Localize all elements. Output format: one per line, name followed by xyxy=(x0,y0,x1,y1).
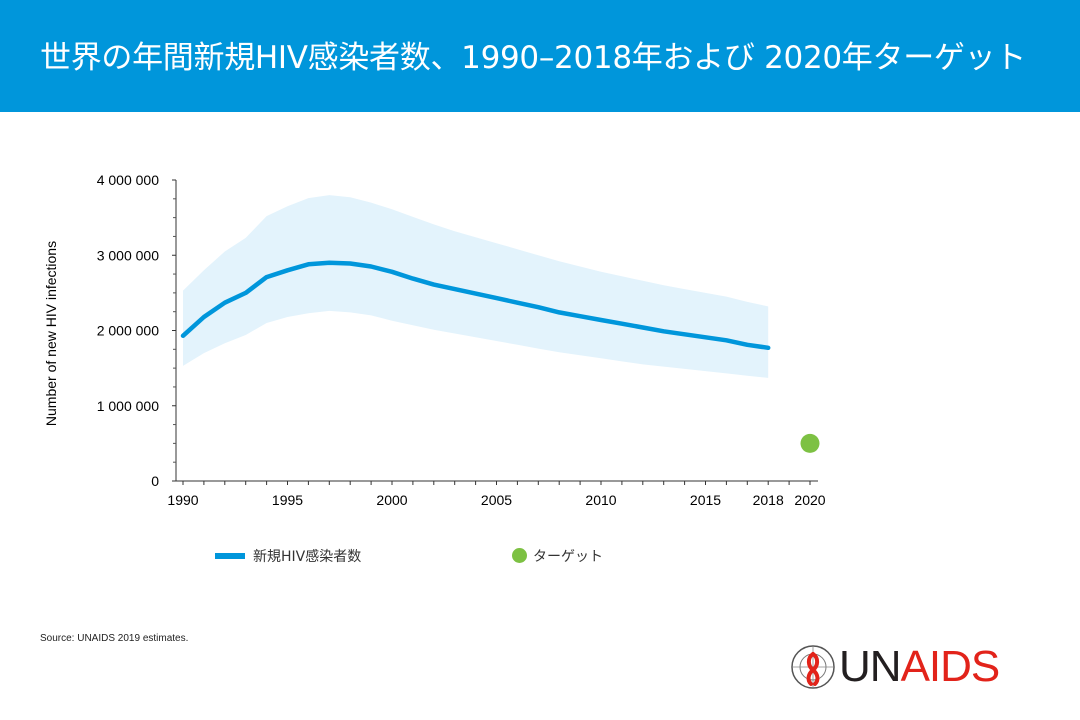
x-tick-label: 1990 xyxy=(167,492,198,508)
legend-target-label: ターゲット xyxy=(533,549,603,565)
legend-line-swatch xyxy=(215,552,245,559)
legend-target-swatch xyxy=(512,548,527,563)
y-axis-title: Number of new HIV infections xyxy=(43,241,59,426)
legend-item-target: ターゲット xyxy=(512,545,603,569)
y-tick-label: 3 000 000 xyxy=(97,247,159,263)
x-tick-label: 2000 xyxy=(376,492,407,508)
x-tick-label: 2018 xyxy=(753,492,784,508)
uncertainty-band xyxy=(183,195,769,378)
header-bar: 世界の年間新規HIV感染者数、1990–2018年および 2020年ターゲット xyxy=(0,0,1080,112)
legend-item-new-infections: 新規HIV感染者数 xyxy=(215,545,361,569)
y-tick-label: 2 000 000 xyxy=(97,323,159,339)
unaids-logo: UNAIDS xyxy=(790,642,1001,692)
target-point xyxy=(800,433,820,453)
x-tick-label: 2015 xyxy=(690,492,721,508)
y-tick-label: 4 000 000 xyxy=(97,172,159,188)
x-tick-label: 2005 xyxy=(481,492,512,508)
y-tick-label: 0 xyxy=(151,473,159,489)
x-tick-label: 2020 xyxy=(794,492,825,508)
un-emblem-icon xyxy=(791,645,835,689)
new-infections-line xyxy=(180,260,771,351)
logo-aids-text: AIDS xyxy=(900,642,1001,691)
source-note: Source: UNAIDS 2019 estimates. xyxy=(40,633,189,644)
logo-un-text: UN xyxy=(839,642,902,691)
x-tick-label: 2010 xyxy=(585,492,616,508)
page-title: 世界の年間新規HIV感染者数、1990–2018年および 2020年ターゲット xyxy=(40,40,1026,76)
y-tick-label: 1 000 000 xyxy=(97,398,159,414)
new-hiv-infections-chart: 0 1 000 000 2 000 000 3 000 000 4 000 000 199… xyxy=(43,172,826,508)
legend-line-label: 新規HIV感染者数 xyxy=(253,549,362,565)
x-tick-label: 1995 xyxy=(272,492,303,508)
